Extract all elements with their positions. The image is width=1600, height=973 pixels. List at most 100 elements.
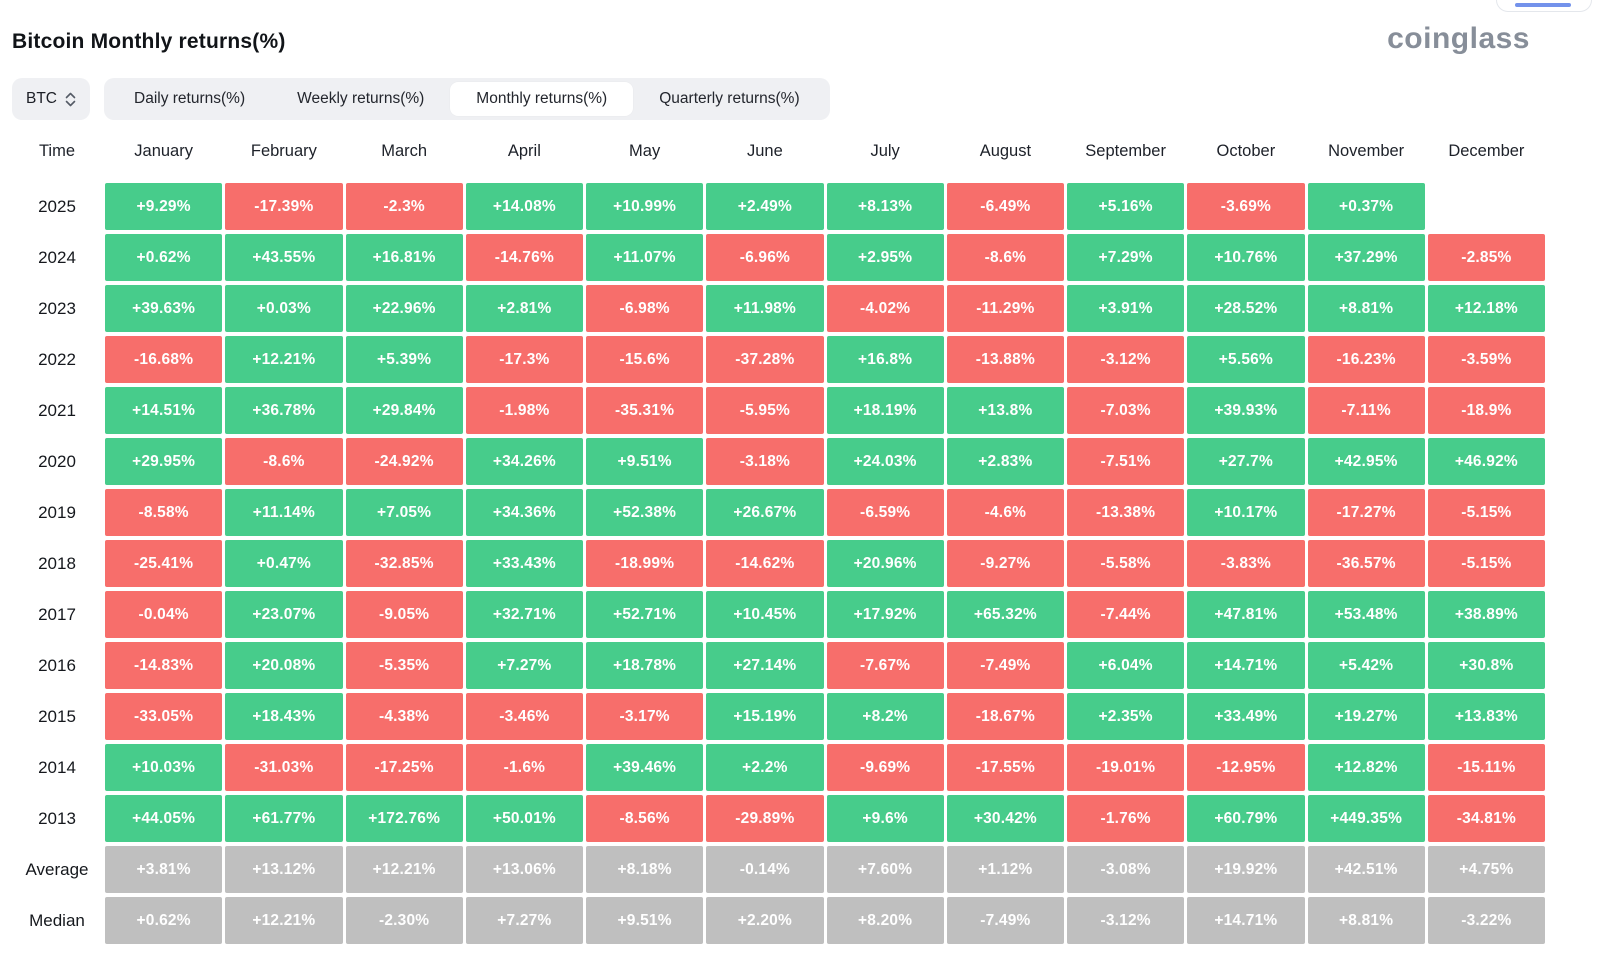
return-cell: +52.71%: [586, 591, 704, 638]
return-cell: +4.75%: [1427, 846, 1545, 893]
return-cell: +0.37%: [1307, 183, 1425, 230]
return-cell: +30.42%: [946, 795, 1064, 842]
row-label: 2025: [38, 196, 76, 216]
return-cell: -13.38%: [1067, 489, 1185, 536]
row-label: 2015: [38, 706, 76, 726]
return-cell: +3.91%: [1067, 285, 1185, 332]
return-cell: -16.23%: [1307, 336, 1425, 383]
return-cell: +16.81%: [345, 234, 463, 281]
row-label: 2014: [38, 757, 76, 777]
return-cell: -2.85%: [1427, 234, 1545, 281]
row-label: 2022: [38, 349, 76, 369]
col-header-month: April: [507, 141, 541, 160]
return-cell: +7.27%: [465, 897, 583, 944]
return-cell: +10.45%: [706, 591, 824, 638]
return-cell: +10.17%: [1187, 489, 1305, 536]
return-cell: +19.27%: [1307, 693, 1425, 740]
return-cell: +8.2%: [826, 693, 944, 740]
return-cell: +42.51%: [1307, 846, 1425, 893]
return-cell: +53.48%: [1307, 591, 1425, 638]
return-cell: -11.29%: [946, 285, 1064, 332]
return-cell: +2.83%: [946, 438, 1064, 485]
return-cell: +12.82%: [1307, 744, 1425, 791]
return-cell: -4.6%: [946, 489, 1064, 536]
return-cell: -33.05%: [105, 693, 223, 740]
return-cell: -29.89%: [706, 795, 824, 842]
return-cell: +7.05%: [345, 489, 463, 536]
return-cell: -3.69%: [1187, 183, 1305, 230]
return-cell: +12.21%: [225, 897, 343, 944]
return-cell: [1428, 183, 1545, 230]
return-cell: -15.6%: [586, 336, 704, 383]
return-cell: +13.12%: [225, 846, 343, 893]
return-cell: +47.81%: [1187, 591, 1305, 638]
coinglass-logo: coinglass: [1387, 22, 1530, 55]
col-header-time: Time: [38, 141, 76, 160]
coin-selector[interactable]: BTC: [12, 78, 90, 120]
return-cell: +37.29%: [1307, 234, 1425, 281]
return-cell: +29.84%: [345, 387, 463, 434]
col-header-month: September: [1085, 141, 1166, 160]
return-cell: +10.03%: [105, 744, 223, 791]
row-label: 2018: [38, 553, 76, 573]
return-cell: +14.08%: [465, 183, 583, 230]
tab-monthly-returns[interactable]: Monthly returns(%): [450, 82, 634, 116]
row-label: 2013: [38, 808, 76, 828]
return-cell: -1.76%: [1067, 795, 1185, 842]
return-cell: +9.29%: [105, 183, 223, 230]
return-cell: -3.18%: [706, 438, 824, 485]
return-cell: +8.81%: [1307, 897, 1425, 944]
cropped-button-text-fragment: [1515, 3, 1571, 7]
return-cell: -7.11%: [1307, 387, 1425, 434]
return-cell: -17.39%: [225, 183, 343, 230]
return-cell: -7.44%: [1067, 591, 1185, 638]
return-cell: +8.20%: [826, 897, 944, 944]
return-cell: +3.81%: [105, 846, 223, 893]
page: Bitcoin Monthly returns(%) coinglass BTC…: [12, 22, 1545, 944]
col-header-month: August: [979, 141, 1032, 160]
return-cell: -6.98%: [586, 285, 704, 332]
return-cell: -14.62%: [706, 540, 824, 587]
tab-weekly-returns[interactable]: Weekly returns(%): [297, 90, 425, 107]
return-cell: -17.27%: [1307, 489, 1425, 536]
return-cell: -8.6%: [946, 234, 1064, 281]
page-title: Bitcoin Monthly returns(%): [12, 30, 286, 53]
return-cell: +32.71%: [465, 591, 583, 638]
return-cell: +24.03%: [826, 438, 944, 485]
return-cell: +39.93%: [1187, 387, 1305, 434]
return-cell: +28.52%: [1187, 285, 1305, 332]
row-label: 2017: [38, 604, 76, 624]
return-cell: +14.71%: [1187, 897, 1305, 944]
return-cell: +9.51%: [586, 438, 704, 485]
return-cell: -4.02%: [826, 285, 944, 332]
return-cell: -6.59%: [826, 489, 944, 536]
row-label: 2021: [38, 400, 76, 420]
return-cell: +12.21%: [345, 846, 463, 893]
col-header-month: January: [134, 141, 193, 160]
row-label: Average: [25, 859, 89, 879]
return-cell: +26.67%: [706, 489, 824, 536]
return-cell: -9.69%: [826, 744, 944, 791]
return-cell: +13.8%: [946, 387, 1064, 434]
coin-selector-value: BTC: [26, 90, 57, 107]
col-header-month: December: [1448, 141, 1525, 160]
return-cell: -9.27%: [946, 540, 1064, 587]
return-cell: -13.88%: [946, 336, 1064, 383]
return-cell: +33.49%: [1187, 693, 1305, 740]
tab-quarterly-returns[interactable]: Quarterly returns(%): [659, 90, 800, 107]
return-cell: -3.83%: [1187, 540, 1305, 587]
return-cell: +14.71%: [1187, 642, 1305, 689]
returns-tab-group: Daily returns(%) Weekly returns(%) Month…: [104, 78, 830, 120]
col-header-month: October: [1216, 141, 1276, 160]
return-cell: -7.51%: [1067, 438, 1185, 485]
return-cell: -1.6%: [465, 744, 583, 791]
return-cell: -25.41%: [105, 540, 223, 587]
return-cell: -7.03%: [1067, 387, 1185, 434]
return-cell: -7.49%: [946, 642, 1064, 689]
cropped-topright-button[interactable]: [1496, 0, 1592, 12]
return-cell: +8.13%: [826, 183, 944, 230]
tab-daily-returns[interactable]: Daily returns(%): [134, 90, 246, 107]
return-cell: -19.01%: [1067, 744, 1185, 791]
return-cell: +10.76%: [1187, 234, 1305, 281]
return-cell: -8.56%: [586, 795, 704, 842]
